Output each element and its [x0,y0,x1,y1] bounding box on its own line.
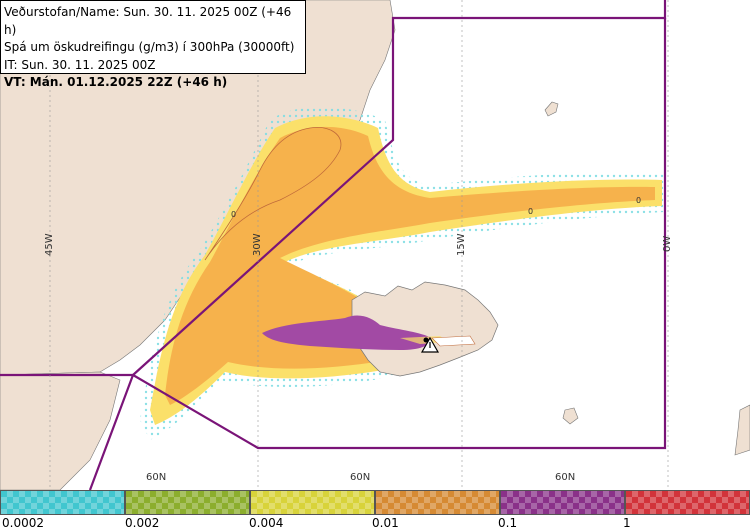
legend-swatch [125,490,250,515]
lat-label-60n-3: 60N [555,472,576,483]
lon-label-30w: 30W [252,233,263,256]
lon-label-45w: 45W [44,233,55,256]
legend-swatch [0,490,125,515]
forecast-description: Spá um öskudreifingu (g/m3) í 300hPa (30… [4,40,295,54]
legend-label: 0.004 [249,516,284,530]
contour-label: 0 [231,210,237,219]
legend-swatch [375,490,500,515]
initial-time: IT: Sun. 30. 11. 2025 00Z [4,57,156,72]
airspace-boundaries [0,0,667,490]
legend-label: 1 [623,516,631,530]
iceland-landmass [351,281,499,377]
legend-label: 0.1 [498,516,518,530]
ash-plume-high [262,315,432,350]
lon-label-0w: 0W [662,235,673,252]
warning-triangle-icon [420,336,440,353]
legend-swatch [250,490,375,515]
contour-label: 0 [636,196,642,205]
legend-swatch [500,490,625,515]
lat-label-60n-1: 60N [146,472,167,483]
lat-label-60n-2: 60N [350,472,371,483]
forecast-info-box: Veðurstofan/Name: Sun. 30. 11. 2025 00Z … [0,0,306,89]
legend-label: 0.002 [125,516,160,530]
valid-time: VT: Mán. 01.12.2025 22Z (+46 h) [4,75,228,89]
legend-label: 0.0002 [2,516,44,530]
lon-label-15w: 15W [456,233,467,256]
legend-label: 0.01 [372,516,399,530]
forecast-title: Veðurstofan/Name: Sun. 30. 11. 2025 00Z … [4,5,292,37]
ash-dispersion-map [0,0,750,490]
legend-color-bar [0,490,750,515]
greenland-south-coast [0,371,121,490]
concentration-legend: 0.0002 0.002 0.004 0.01 0.1 1 [0,490,750,532]
legend-swatch [625,490,750,515]
contour-label: 0 [528,207,534,216]
